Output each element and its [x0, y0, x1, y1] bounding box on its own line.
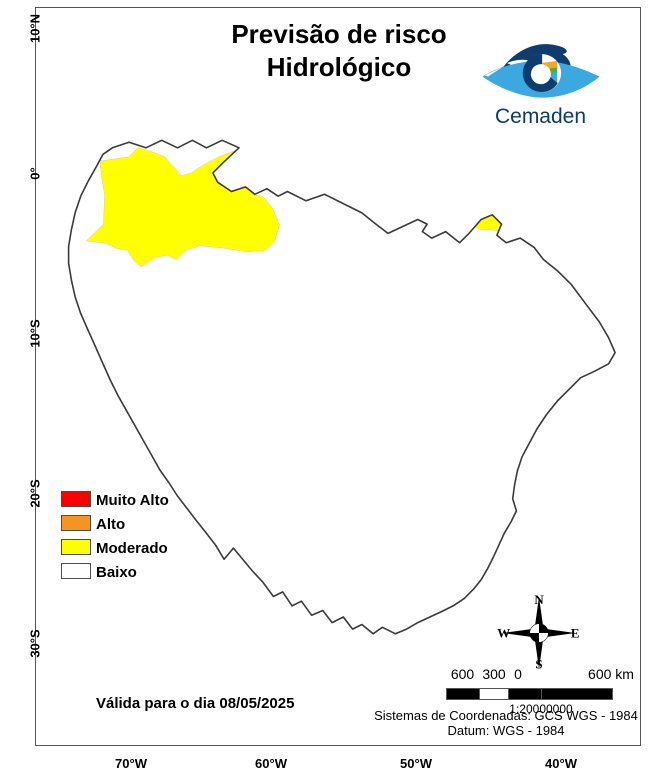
svg-text:E: E [571, 626, 580, 640]
svg-text:W: W [497, 626, 510, 640]
svg-text:N: N [534, 593, 544, 607]
svg-text:S: S [535, 657, 542, 671]
